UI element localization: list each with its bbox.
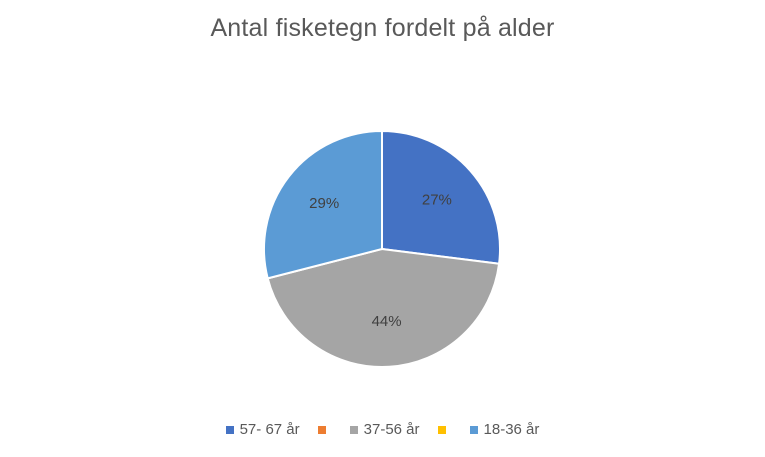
data-label-2: 44% (372, 313, 402, 330)
pie-slice-2 (266, 247, 501, 368)
pie-slice-4 (263, 129, 383, 280)
legend-swatch-2 (349, 425, 358, 434)
pie-data-labels: 27% 44% 29% (309, 192, 452, 330)
data-label-4: 29% (309, 195, 339, 212)
legend-label-2: 37-56 år (363, 421, 420, 438)
legend-label-4: 18-36 år (483, 421, 540, 438)
legend-item-0: 57- 67 år (225, 421, 300, 438)
legend-swatch-4 (469, 425, 478, 434)
legend-item-1 (317, 425, 332, 434)
pie-slice-0 (381, 129, 501, 265)
legend: 57- 67 år 37-56 år 18-36 år (0, 421, 765, 438)
pie-slices (263, 129, 501, 368)
legend-swatch-3 (437, 425, 446, 434)
legend-swatch-0 (225, 425, 234, 434)
data-label-0: 27% (422, 192, 452, 209)
chart-title: Antal fisketegn fordelt på alder (210, 14, 555, 42)
legend-item-3 (437, 425, 452, 434)
legend-item-2: 37-56 år (349, 421, 420, 438)
legend-item-4: 18-36 år (469, 421, 540, 438)
legend-swatch-1 (317, 425, 326, 434)
legend-label-0: 57- 67 år (239, 421, 300, 438)
